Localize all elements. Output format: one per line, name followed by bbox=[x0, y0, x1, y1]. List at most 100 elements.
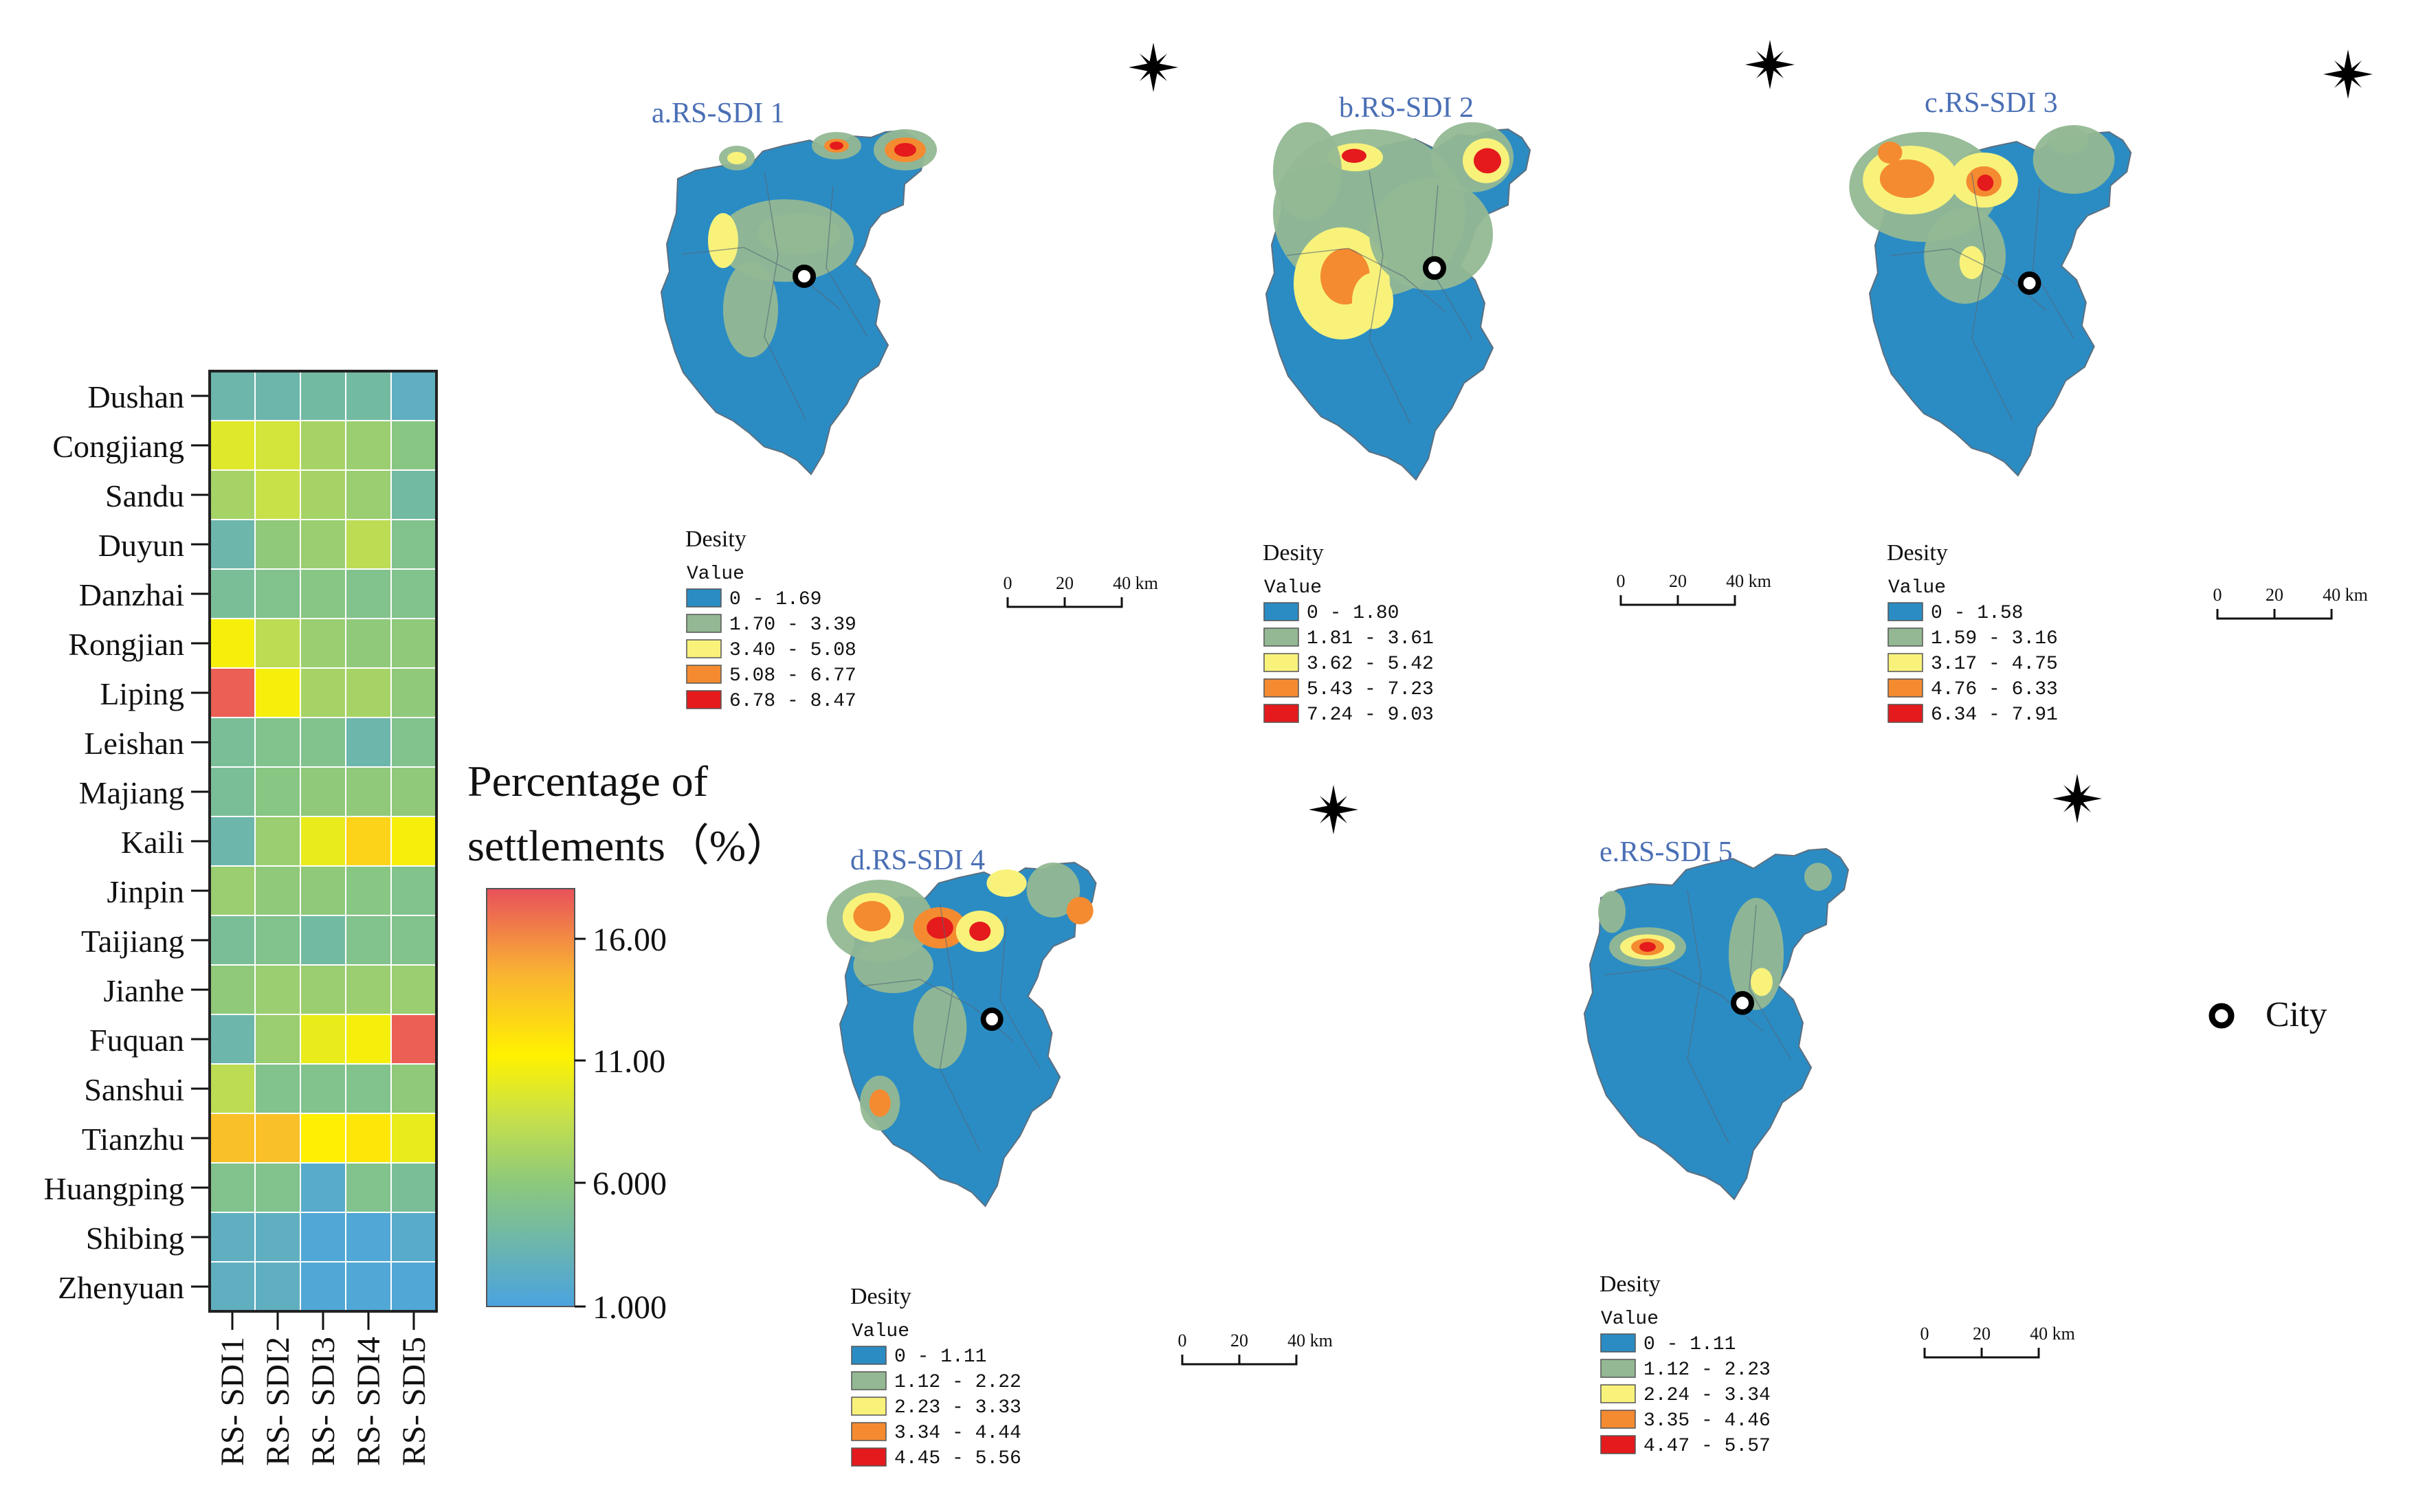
legend-class-label: 2.23 - 3.33 bbox=[894, 1397, 1021, 1419]
heatmap-row-label: Dushan bbox=[87, 379, 184, 414]
legend-swatch bbox=[1263, 653, 1299, 672]
scale-bar-label: 40 km bbox=[2030, 1324, 2075, 1344]
density-patch bbox=[1598, 891, 1626, 933]
scale-bar bbox=[1181, 1355, 1298, 1366]
heatmap-cell bbox=[209, 1113, 256, 1164]
heatmap-cell bbox=[390, 618, 437, 669]
legend-class-label: 1.12 - 2.22 bbox=[894, 1372, 1021, 1393]
heatmap-cell bbox=[300, 1113, 346, 1164]
legend-class-label: 4.76 - 6.33 bbox=[1931, 679, 2058, 700]
legend-value-label: Value bbox=[852, 1321, 909, 1342]
map-region-outline bbox=[660, 129, 927, 476]
density-patch bbox=[869, 1089, 891, 1117]
heatmap-cell bbox=[390, 1162, 437, 1213]
heatmap-cell bbox=[254, 618, 301, 669]
city-legend-label: City bbox=[2266, 995, 2327, 1034]
heatmap-cell bbox=[254, 865, 301, 916]
colorbar-gradient bbox=[486, 888, 575, 1307]
heatmap-cell bbox=[209, 568, 256, 619]
scale-bar-label: 40 km bbox=[1726, 571, 1771, 591]
heatmap-cell bbox=[300, 519, 346, 570]
legend-swatch bbox=[1600, 1410, 1636, 1429]
heatmap-frame bbox=[208, 370, 438, 1313]
density-patch bbox=[969, 922, 991, 941]
legend-swatch bbox=[686, 588, 722, 608]
heatmap-cell bbox=[345, 1212, 392, 1263]
legend-title: Desity bbox=[685, 526, 746, 552]
heatmap-cell bbox=[390, 370, 437, 421]
heatmap-cell bbox=[345, 816, 392, 867]
density-patch bbox=[1273, 122, 1342, 221]
legend-class-label: 1.81 - 3.61 bbox=[1307, 628, 1434, 649]
heatmap-cell bbox=[300, 1162, 346, 1213]
heatmap-cell bbox=[209, 370, 256, 421]
heatmap-row-label: Congjiang bbox=[52, 429, 184, 464]
heatmap-cell bbox=[345, 1014, 392, 1065]
heatmap-cell bbox=[300, 717, 346, 768]
legend-value-label: Value bbox=[1888, 577, 1946, 599]
north-arrow-icon bbox=[1745, 40, 1795, 89]
heatmap-cell bbox=[254, 816, 301, 867]
heatmap-cell bbox=[300, 964, 346, 1015]
legend-swatch bbox=[1600, 1435, 1636, 1454]
heatmap-cell bbox=[300, 370, 346, 421]
heatmap-cell bbox=[390, 1212, 437, 1263]
scale-bar bbox=[1923, 1348, 2040, 1359]
legend-class-label: 6.34 - 7.91 bbox=[1931, 704, 2058, 726]
city-legend: City bbox=[2208, 995, 2327, 1034]
density-patch bbox=[1804, 863, 1832, 891]
density-patch bbox=[986, 869, 1027, 897]
heatmap-cell bbox=[300, 667, 346, 718]
legend-class-label: 0 - 1.69 bbox=[729, 589, 821, 610]
map-region-outline bbox=[1583, 847, 1850, 1201]
heatmap-row-label: Fuquan bbox=[89, 1023, 184, 1058]
heatmap-cell bbox=[390, 915, 437, 966]
heatmap-cell bbox=[254, 766, 301, 817]
density-map-4: d.RS-SDI 4 Desity Value 0 - 1.11 1.12 - 2.22… bbox=[826, 785, 1358, 1469]
heatmap-cell bbox=[254, 667, 301, 718]
heatmap-cell bbox=[300, 915, 346, 966]
heatmap-cell bbox=[345, 667, 392, 718]
density-patch bbox=[1352, 273, 1393, 329]
legend-class-label: 7.24 - 9.03 bbox=[1307, 704, 1434, 726]
heatmap-cell bbox=[345, 370, 392, 421]
heatmap-cell bbox=[345, 915, 392, 966]
legend-title: Desity bbox=[1887, 540, 1948, 566]
heatmap-cell bbox=[390, 1063, 437, 1114]
heatmap-cell bbox=[345, 469, 392, 520]
density-patch bbox=[2033, 125, 2115, 194]
legend-swatch bbox=[686, 639, 722, 658]
heatmap-row-label: Sandu bbox=[105, 478, 184, 513]
density-patch bbox=[830, 142, 843, 150]
heatmap-cell bbox=[300, 1014, 346, 1065]
heatmap-cell bbox=[390, 667, 437, 718]
scale-bar-label: 40 km bbox=[1287, 1331, 1333, 1350]
scale-bar-label: 20 bbox=[2266, 585, 2283, 605]
scale-bar-label: 0 bbox=[1617, 571, 1626, 591]
city-marker bbox=[793, 265, 816, 288]
legend-swatch bbox=[1887, 678, 1923, 698]
heatmap-cell bbox=[209, 865, 256, 916]
legend-class-label: 1.70 - 3.39 bbox=[729, 614, 856, 636]
legend-title: Desity bbox=[1599, 1271, 1661, 1297]
heatmap-cell bbox=[345, 519, 392, 570]
heatmap-cell bbox=[254, 1212, 301, 1263]
heatmap-cell bbox=[300, 420, 346, 471]
heatmap-cell bbox=[390, 865, 437, 916]
scale-bar-label: 40 km bbox=[2323, 585, 2368, 605]
heatmap-row-label: Zhenyuan bbox=[58, 1270, 184, 1305]
legend-swatch bbox=[1887, 653, 1923, 672]
heatmap-cell bbox=[300, 1261, 346, 1312]
legend-swatch bbox=[1887, 602, 1923, 621]
heatmap-cell bbox=[209, 469, 256, 520]
colorbar-tick-label: 1.000 bbox=[593, 1289, 667, 1326]
density-patch bbox=[1026, 863, 1081, 918]
density-patch bbox=[1879, 159, 1935, 198]
heatmap-cell bbox=[390, 766, 437, 817]
legend-class-label: 2.24 - 3.34 bbox=[1643, 1385, 1771, 1406]
city-marker bbox=[980, 1008, 1004, 1031]
heatmap-cell bbox=[209, 420, 256, 471]
heatmap-column-label: RS- SDI1 bbox=[214, 1337, 251, 1466]
heatmap-cell bbox=[209, 667, 256, 718]
density-patch bbox=[1977, 175, 1994, 191]
